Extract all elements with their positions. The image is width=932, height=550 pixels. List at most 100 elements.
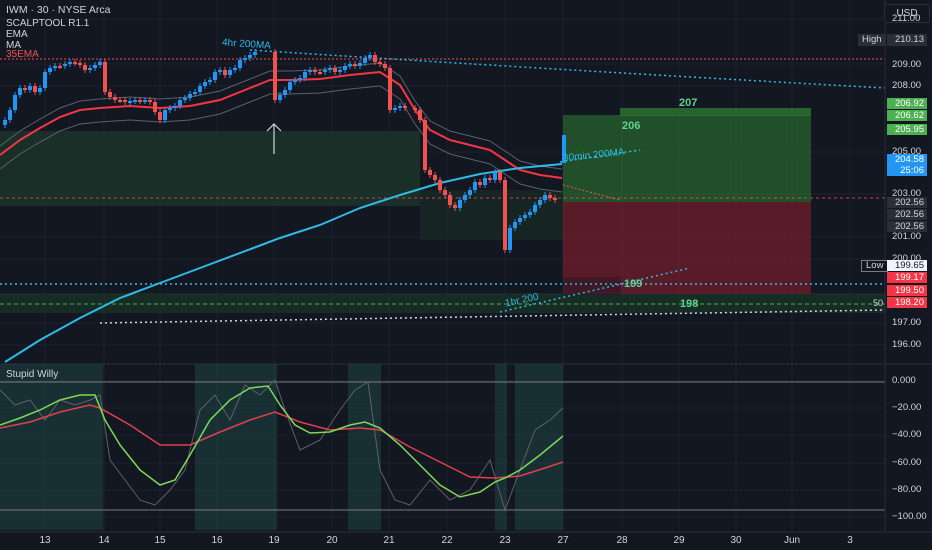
- candle-body[interactable]: [423, 120, 427, 170]
- candle-body[interactable]: [478, 182, 482, 185]
- profit-zone[interactable]: [563, 115, 811, 202]
- current-candle[interactable]: [562, 135, 566, 163]
- candle-body[interactable]: [58, 66, 62, 68]
- candle-body[interactable]: [378, 62, 382, 64]
- candle-body[interactable]: [363, 58, 367, 63]
- candle-body[interactable]: [88, 68, 92, 70]
- osc-signal-line[interactable]: [0, 404, 564, 479]
- candle-body[interactable]: [438, 180, 442, 190]
- candle-body[interactable]: [28, 86, 32, 90]
- candle-body[interactable]: [138, 100, 142, 102]
- candle-body[interactable]: [3, 120, 7, 125]
- candle-body[interactable]: [228, 70, 232, 75]
- candle-body[interactable]: [303, 72, 307, 78]
- candle-body[interactable]: [298, 78, 302, 80]
- candle-body[interactable]: [548, 195, 552, 198]
- oscillator-title[interactable]: Stupid Willy: [6, 369, 59, 380]
- candle-body[interactable]: [68, 62, 72, 64]
- indicator-scalptool[interactable]: SCALPTOOL R1.1: [6, 18, 90, 29]
- candle-body[interactable]: [248, 55, 252, 58]
- current-price-tag[interactable]: 204.58 25:06: [887, 154, 927, 176]
- candle-body[interactable]: [143, 100, 147, 102]
- currency-button[interactable]: USD: [884, 4, 930, 23]
- candle-body[interactable]: [163, 110, 167, 120]
- ma-blue-line[interactable]: [4, 163, 563, 363]
- candle-body[interactable]: [208, 80, 212, 82]
- candle-body[interactable]: [238, 60, 242, 68]
- candle-body[interactable]: [103, 62, 107, 92]
- candle-body[interactable]: [158, 112, 162, 120]
- candle-body[interactable]: [93, 65, 97, 68]
- candle-body[interactable]: [528, 212, 532, 215]
- candle-body[interactable]: [553, 198, 557, 200]
- candle-body[interactable]: [223, 70, 227, 75]
- candle-body[interactable]: [383, 64, 387, 68]
- candle-body[interactable]: [78, 63, 82, 65]
- candle-body[interactable]: [398, 106, 402, 108]
- candle-body[interactable]: [98, 62, 102, 65]
- candle-body[interactable]: [283, 90, 287, 95]
- candles[interactable]: [3, 49, 557, 253]
- symbol-title[interactable]: IWM · 30 · NYSE Arca: [6, 4, 111, 16]
- candle-body[interactable]: [198, 86, 202, 92]
- candle-body[interactable]: [338, 70, 342, 72]
- candle-body[interactable]: [433, 175, 437, 180]
- candle-body[interactable]: [368, 55, 372, 58]
- candle-body[interactable]: [413, 108, 417, 110]
- candle-body[interactable]: [508, 228, 512, 250]
- candle-body[interactable]: [393, 108, 397, 110]
- candle-body[interactable]: [23, 88, 27, 90]
- candle-body[interactable]: [148, 100, 152, 102]
- candle-body[interactable]: [83, 65, 87, 70]
- candle-body[interactable]: [108, 92, 112, 97]
- candle-body[interactable]: [473, 182, 477, 190]
- indicator-35ema[interactable]: 35EMA: [6, 49, 39, 60]
- candle-body[interactable]: [533, 205, 537, 212]
- indicator-ma[interactable]: MA: [6, 40, 21, 51]
- candle-body[interactable]: [203, 82, 207, 86]
- candle-body[interactable]: [348, 64, 352, 66]
- candle-body[interactable]: [328, 68, 332, 70]
- indicator-ema[interactable]: EMA: [6, 29, 28, 40]
- candle-body[interactable]: [133, 100, 137, 102]
- candle-body[interactable]: [488, 178, 492, 180]
- candle-body[interactable]: [373, 55, 377, 62]
- candle-body[interactable]: [333, 68, 337, 72]
- candle-body[interactable]: [538, 200, 542, 205]
- candle-body[interactable]: [118, 100, 122, 102]
- candle-body[interactable]: [503, 180, 507, 250]
- candle-body[interactable]: [463, 195, 467, 200]
- candle-body[interactable]: [193, 92, 197, 94]
- candle-body[interactable]: [73, 62, 77, 64]
- candle-body[interactable]: [323, 70, 327, 72]
- candle-body[interactable]: [518, 218, 522, 222]
- candle-body[interactable]: [498, 172, 502, 180]
- candle-body[interactable]: [33, 86, 37, 92]
- candle-body[interactable]: [493, 172, 497, 180]
- candle-body[interactable]: [218, 70, 222, 72]
- candle-body[interactable]: [113, 97, 117, 100]
- candle-body[interactable]: [428, 170, 432, 175]
- candle-body[interactable]: [173, 106, 177, 108]
- candle-body[interactable]: [313, 70, 317, 72]
- candle-body[interactable]: [273, 52, 277, 100]
- candle-body[interactable]: [388, 68, 392, 110]
- candle-body[interactable]: [168, 108, 172, 110]
- candle-body[interactable]: [448, 195, 452, 205]
- candle-body[interactable]: [403, 106, 407, 108]
- candle-body[interactable]: [253, 52, 257, 55]
- candle-body[interactable]: [443, 190, 447, 195]
- osc-fast-line[interactable]: [0, 385, 564, 498]
- candle-body[interactable]: [468, 190, 472, 195]
- candle-body[interactable]: [278, 95, 282, 100]
- candle-body[interactable]: [288, 82, 292, 90]
- loss-zone[interactable]: [563, 202, 811, 294]
- candle-body[interactable]: [123, 100, 127, 102]
- candle-body[interactable]: [53, 66, 57, 68]
- candle-body[interactable]: [153, 102, 157, 112]
- candle-body[interactable]: [418, 110, 422, 120]
- candle-body[interactable]: [318, 72, 322, 74]
- candle-body[interactable]: [8, 110, 12, 120]
- candle-body[interactable]: [13, 95, 17, 110]
